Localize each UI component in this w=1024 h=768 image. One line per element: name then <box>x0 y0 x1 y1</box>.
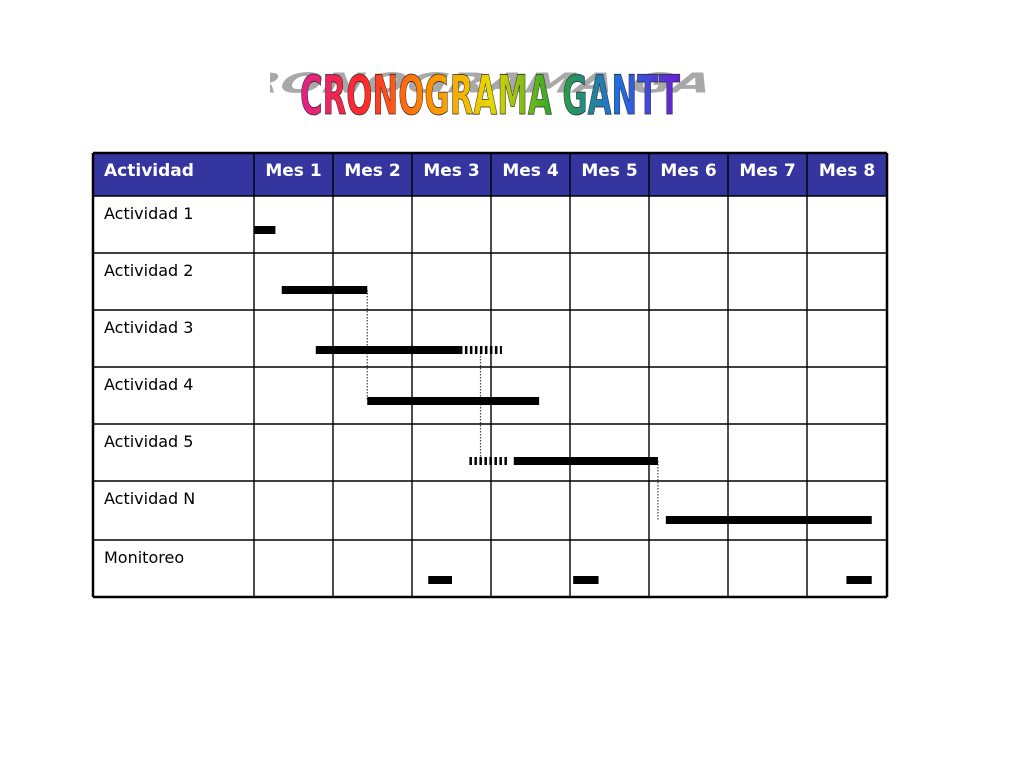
row-label: Actividad 5 <box>104 432 193 451</box>
task-bar <box>846 576 872 584</box>
task-bar <box>281 286 368 294</box>
task-bar <box>665 516 872 524</box>
row-label: Actividad 2 <box>104 261 193 280</box>
header-month-4: Mes 4 <box>502 161 558 181</box>
grid <box>91 151 889 599</box>
title-graphic: CRONOGRAMA GANTT CRONOGRAMA GANTT <box>270 64 710 128</box>
header-activity: Actividad <box>104 161 194 181</box>
task-bars <box>254 226 872 584</box>
header-month-2: Mes 2 <box>344 161 400 181</box>
header-month-3: Mes 3 <box>423 161 479 181</box>
title-text: CRONOGRAMA GANTT <box>300 64 680 127</box>
task-bar <box>254 226 276 234</box>
header-month-1: Mes 1 <box>265 161 321 181</box>
row-label: Monitoreo <box>104 548 184 567</box>
row-label: Actividad 1 <box>104 204 193 223</box>
chart-title: CRONOGRAMA GANTT CRONOGRAMA GANTT <box>270 48 710 138</box>
header-month-6: Mes 6 <box>660 161 716 181</box>
row-label: Actividad 3 <box>104 318 193 337</box>
row-labels: Actividad 1 Actividad 2 Actividad 3 Activid… <box>104 204 195 567</box>
title-shadow: CRONOGRAMA GANTT <box>270 67 710 99</box>
row-label: Actividad 4 <box>104 375 193 394</box>
header-row: Actividad Mes 1 Mes 2 Mes 3 Mes 4 Mes 5 Mes 6 M… <box>93 153 887 196</box>
header-month-7: Mes 7 <box>739 161 795 181</box>
task-bar <box>367 397 540 405</box>
header-month-8: Mes 8 <box>819 161 875 181</box>
task-bar <box>513 457 658 465</box>
dependency-lines <box>366 290 659 520</box>
task-bar <box>428 576 452 584</box>
header-month-5: Mes 5 <box>581 161 637 181</box>
task-bar <box>573 576 599 584</box>
header-background <box>93 153 887 196</box>
task-bar <box>315 346 460 354</box>
row-label: Actividad N <box>104 489 195 508</box>
